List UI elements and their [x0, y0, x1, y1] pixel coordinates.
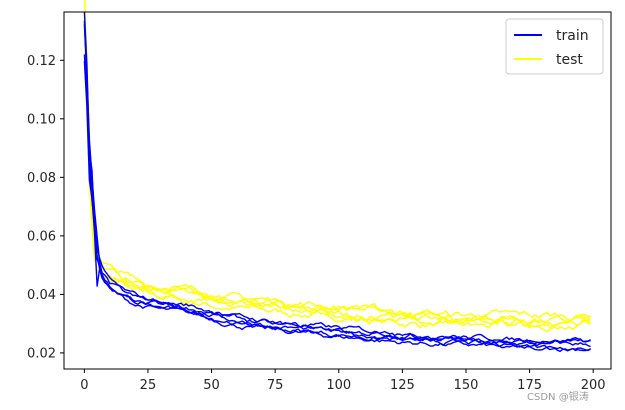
legend-label-train: train — [556, 28, 589, 44]
x-tick-label: 175 — [517, 378, 542, 393]
legend-label-test: test — [556, 52, 583, 68]
y-axis: 0.02 0.04 0.06 0.08 0.10 0.12 — [27, 54, 64, 361]
legend-box — [505, 18, 604, 75]
x-tick-label: 75 — [267, 378, 284, 393]
y-tick-label: 0.06 — [27, 229, 56, 244]
y-tick-label: 0.02 — [27, 346, 56, 361]
x-tick-label: 100 — [326, 378, 351, 393]
y-tick-label: 0.04 — [27, 288, 56, 303]
x-tick-label: 50 — [203, 378, 220, 393]
series-line-test — [83, 17, 591, 326]
series-line-test — [83, 30, 592, 331]
series-line-train — [83, 24, 591, 348]
series-line-train — [83, 54, 592, 352]
series-line-train — [83, 11, 591, 345]
series-line-train — [83, 20, 591, 345]
watermark: CSDN @银涛 — [527, 392, 589, 403]
x-tick-label: 25 — [140, 378, 157, 393]
x-tick-label: 150 — [454, 378, 479, 393]
plot-frame — [63, 11, 612, 370]
y-tick-label: 0.10 — [27, 112, 56, 127]
x-tick-label: 125 — [390, 378, 415, 393]
x-tick-label: 0 — [80, 378, 88, 393]
x-axis: 0 25 50 75 100 125 150 175 200 — [80, 369, 606, 393]
y-tick-label: 0.08 — [27, 171, 56, 186]
series-line-test — [84, 0, 592, 321]
legend: train test — [505, 18, 604, 75]
series-lines — [83, 0, 592, 352]
series-line-test — [83, 29, 591, 332]
x-tick-label: 200 — [581, 378, 606, 393]
y-tick-label: 0.12 — [27, 54, 56, 69]
